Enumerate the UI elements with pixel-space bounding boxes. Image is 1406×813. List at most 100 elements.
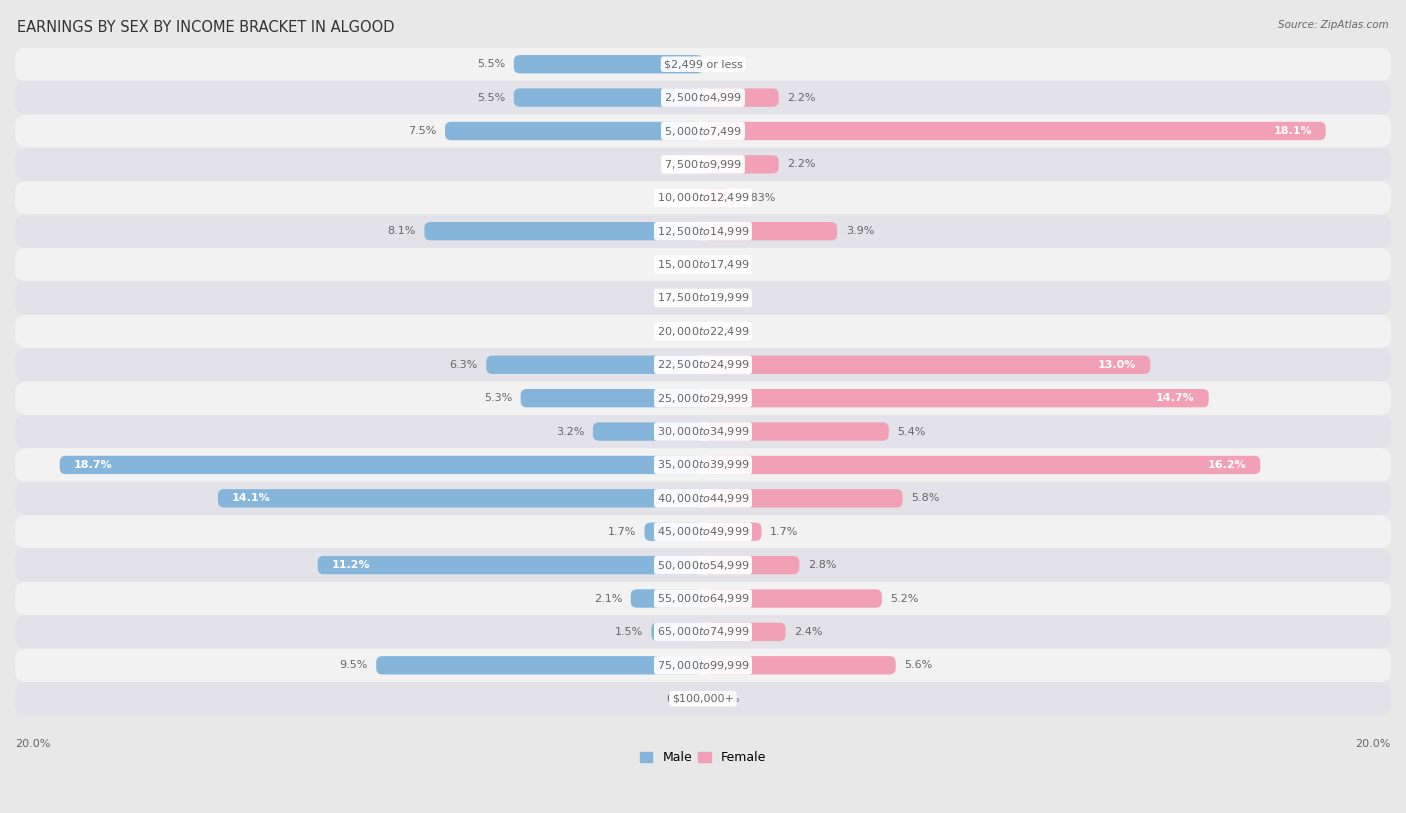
Text: $65,000 to $74,999: $65,000 to $74,999	[657, 625, 749, 638]
Text: 14.1%: 14.1%	[232, 493, 270, 503]
FancyBboxPatch shape	[631, 589, 703, 607]
Text: 14.7%: 14.7%	[1156, 393, 1195, 403]
Text: 0.0%: 0.0%	[711, 693, 740, 704]
Text: $22,500 to $24,999: $22,500 to $24,999	[657, 359, 749, 372]
FancyBboxPatch shape	[15, 415, 1391, 448]
Text: $35,000 to $39,999: $35,000 to $39,999	[657, 459, 749, 472]
FancyBboxPatch shape	[520, 389, 703, 407]
Text: 5.5%: 5.5%	[477, 59, 505, 69]
Text: $40,000 to $44,999: $40,000 to $44,999	[657, 492, 749, 505]
Text: 3.2%: 3.2%	[555, 427, 585, 437]
Text: 0.0%: 0.0%	[711, 293, 740, 303]
FancyBboxPatch shape	[15, 582, 1391, 615]
Text: 0.0%: 0.0%	[666, 193, 695, 202]
FancyBboxPatch shape	[703, 456, 1260, 474]
Text: 2.4%: 2.4%	[794, 627, 823, 637]
FancyBboxPatch shape	[15, 481, 1391, 515]
FancyBboxPatch shape	[703, 355, 1150, 374]
FancyBboxPatch shape	[651, 623, 703, 641]
FancyBboxPatch shape	[703, 523, 762, 541]
FancyBboxPatch shape	[703, 656, 896, 675]
Text: 0.0%: 0.0%	[711, 59, 740, 69]
FancyBboxPatch shape	[15, 81, 1391, 115]
Text: 2.8%: 2.8%	[808, 560, 837, 570]
FancyBboxPatch shape	[15, 381, 1391, 415]
Text: 3.9%: 3.9%	[846, 226, 875, 237]
FancyBboxPatch shape	[703, 89, 779, 107]
Text: 11.2%: 11.2%	[332, 560, 370, 570]
Text: $75,000 to $99,999: $75,000 to $99,999	[657, 659, 749, 672]
Text: 5.4%: 5.4%	[897, 427, 925, 437]
Text: 16.2%: 16.2%	[1208, 460, 1247, 470]
FancyBboxPatch shape	[15, 47, 1391, 81]
Text: 18.1%: 18.1%	[1274, 126, 1312, 136]
FancyBboxPatch shape	[15, 148, 1391, 181]
Text: 0.0%: 0.0%	[666, 259, 695, 270]
Text: $7,500 to $9,999: $7,500 to $9,999	[664, 158, 742, 171]
Text: 20.0%: 20.0%	[15, 739, 51, 749]
FancyBboxPatch shape	[15, 649, 1391, 682]
Text: 5.3%: 5.3%	[484, 393, 512, 403]
Text: 0.0%: 0.0%	[666, 293, 695, 303]
FancyBboxPatch shape	[703, 489, 903, 507]
Text: $25,000 to $29,999: $25,000 to $29,999	[657, 392, 749, 405]
Text: $10,000 to $12,499: $10,000 to $12,499	[657, 191, 749, 204]
Text: $50,000 to $54,999: $50,000 to $54,999	[657, 559, 749, 572]
Text: $15,000 to $17,499: $15,000 to $17,499	[657, 258, 749, 271]
Text: 2.1%: 2.1%	[593, 593, 623, 603]
Text: 0.0%: 0.0%	[666, 693, 695, 704]
FancyBboxPatch shape	[446, 122, 703, 140]
FancyBboxPatch shape	[513, 55, 703, 73]
FancyBboxPatch shape	[15, 515, 1391, 549]
Text: 0.0%: 0.0%	[666, 159, 695, 169]
Text: $20,000 to $22,499: $20,000 to $22,499	[657, 325, 749, 338]
Legend: Male, Female: Male, Female	[636, 746, 770, 769]
FancyBboxPatch shape	[703, 222, 837, 241]
Text: $55,000 to $64,999: $55,000 to $64,999	[657, 592, 749, 605]
Text: 1.7%: 1.7%	[770, 527, 799, 537]
FancyBboxPatch shape	[703, 423, 889, 441]
Text: $2,500 to $4,999: $2,500 to $4,999	[664, 91, 742, 104]
Text: $5,000 to $7,499: $5,000 to $7,499	[664, 124, 742, 137]
FancyBboxPatch shape	[15, 615, 1391, 649]
FancyBboxPatch shape	[644, 523, 703, 541]
Text: 20.0%: 20.0%	[1355, 739, 1391, 749]
FancyBboxPatch shape	[59, 456, 703, 474]
Text: $12,500 to $14,999: $12,500 to $14,999	[657, 224, 749, 237]
Text: 2.2%: 2.2%	[787, 159, 815, 169]
Text: $100,000+: $100,000+	[672, 693, 734, 704]
FancyBboxPatch shape	[15, 181, 1391, 215]
Text: 9.5%: 9.5%	[339, 660, 367, 670]
Text: 1.7%: 1.7%	[607, 527, 636, 537]
Text: $17,500 to $19,999: $17,500 to $19,999	[657, 292, 749, 305]
FancyBboxPatch shape	[425, 222, 703, 241]
Text: 0.0%: 0.0%	[711, 326, 740, 337]
Text: 5.6%: 5.6%	[904, 660, 932, 670]
Text: $45,000 to $49,999: $45,000 to $49,999	[657, 525, 749, 538]
FancyBboxPatch shape	[15, 448, 1391, 481]
Text: 7.5%: 7.5%	[408, 126, 436, 136]
Text: 5.5%: 5.5%	[477, 93, 505, 102]
Text: Source: ZipAtlas.com: Source: ZipAtlas.com	[1278, 20, 1389, 30]
FancyBboxPatch shape	[15, 115, 1391, 148]
FancyBboxPatch shape	[513, 89, 703, 107]
Text: $2,499 or less: $2,499 or less	[664, 59, 742, 69]
Text: 0.0%: 0.0%	[711, 259, 740, 270]
Text: $30,000 to $34,999: $30,000 to $34,999	[657, 425, 749, 438]
Text: 5.8%: 5.8%	[911, 493, 939, 503]
FancyBboxPatch shape	[15, 315, 1391, 348]
Text: EARNINGS BY SEX BY INCOME BRACKET IN ALGOOD: EARNINGS BY SEX BY INCOME BRACKET IN ALG…	[17, 20, 394, 35]
FancyBboxPatch shape	[15, 281, 1391, 315]
FancyBboxPatch shape	[15, 348, 1391, 381]
Text: 5.2%: 5.2%	[890, 593, 920, 603]
FancyBboxPatch shape	[15, 682, 1391, 715]
Text: 8.1%: 8.1%	[388, 226, 416, 237]
Text: 2.2%: 2.2%	[787, 93, 815, 102]
Text: 0.0%: 0.0%	[666, 326, 695, 337]
FancyBboxPatch shape	[703, 623, 786, 641]
FancyBboxPatch shape	[593, 423, 703, 441]
FancyBboxPatch shape	[703, 556, 800, 574]
FancyBboxPatch shape	[318, 556, 703, 574]
FancyBboxPatch shape	[377, 656, 703, 675]
Text: 0.83%: 0.83%	[740, 193, 776, 202]
